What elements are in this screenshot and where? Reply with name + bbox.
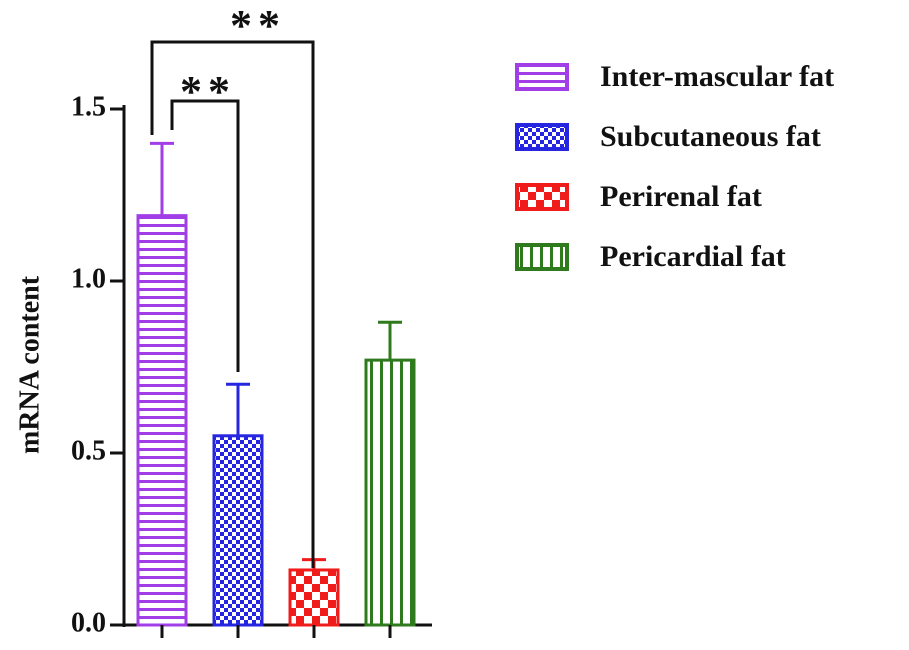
bar [136,214,188,627]
y-axis-label: mRNA content [14,275,45,454]
bar [288,568,340,627]
legend-swatch [515,243,569,271]
significance-bracket [170,99,240,372]
legend-label: Inter-mascular fat [600,60,834,93]
legend-swatch [515,63,569,91]
bar [212,434,264,627]
annotation: ** [230,1,286,50]
significance-bracket [150,40,315,568]
legend-label: Perirenal fat [600,180,762,213]
legend-label: Subcutaneous fat [600,120,821,153]
y-tick-label: 1.0 [71,263,106,294]
legend-label: Pericardial fat [600,240,786,273]
y-tick-label: 0.0 [71,607,106,638]
bar [364,358,416,627]
y-tick-label: 1.5 [71,91,106,122]
annotation: ** [180,67,236,116]
legend-swatch [515,123,569,151]
legend-swatch [515,183,569,211]
y-tick-label: 0.5 [71,435,106,466]
